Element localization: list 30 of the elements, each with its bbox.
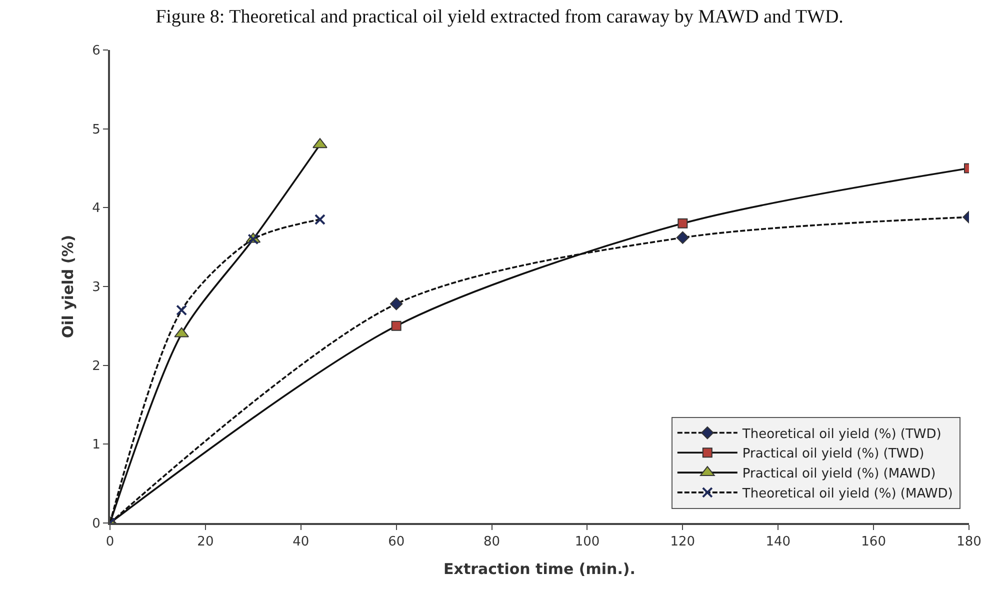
x-tick-label: 0 bbox=[106, 534, 114, 550]
x-tick-label: 160 bbox=[861, 534, 886, 550]
point bbox=[676, 231, 690, 244]
legend-label: Theoretical oil yield (%) (TWD) bbox=[741, 426, 942, 442]
x-tick-label: 180 bbox=[956, 534, 982, 550]
x-tick-label: 120 bbox=[670, 534, 696, 550]
y-tick-label: 4 bbox=[92, 201, 100, 216]
y-tick-label: 5 bbox=[92, 122, 100, 138]
x-tick-label: 140 bbox=[766, 534, 791, 550]
x-tick-label: 20 bbox=[197, 534, 214, 550]
y-tick-label: 0 bbox=[92, 516, 100, 532]
y-tick-label: 2 bbox=[92, 358, 100, 374]
point bbox=[391, 320, 402, 331]
point bbox=[314, 214, 326, 225]
y-tick-label: 1 bbox=[92, 438, 100, 453]
x-tick-label: 100 bbox=[574, 534, 600, 550]
legend-label: Practical oil yield (%) (TWD) bbox=[742, 446, 924, 462]
y-tick-label: 6 bbox=[92, 44, 100, 59]
x-tick-label: 80 bbox=[484, 534, 500, 550]
y-axis-title: Oil yield (%) bbox=[58, 234, 77, 338]
x-axis-title: Extraction time (min.). bbox=[444, 560, 636, 578]
point bbox=[678, 218, 688, 228]
point bbox=[176, 304, 188, 316]
chart-title: Figure 8: Theoretical and practical oil yield extracted from caraway by MAWD and TWD. bbox=[156, 6, 844, 28]
point bbox=[390, 297, 403, 310]
y-tick-label: 3 bbox=[92, 280, 100, 296]
legend-label: Practical oil yield (%) (MAWD) bbox=[742, 466, 936, 482]
legend-label: Theoretical oil yield (%) (MAWD) bbox=[741, 486, 953, 502]
x-tick-label: 40 bbox=[292, 534, 310, 550]
x-tick-label: 60 bbox=[388, 534, 405, 550]
